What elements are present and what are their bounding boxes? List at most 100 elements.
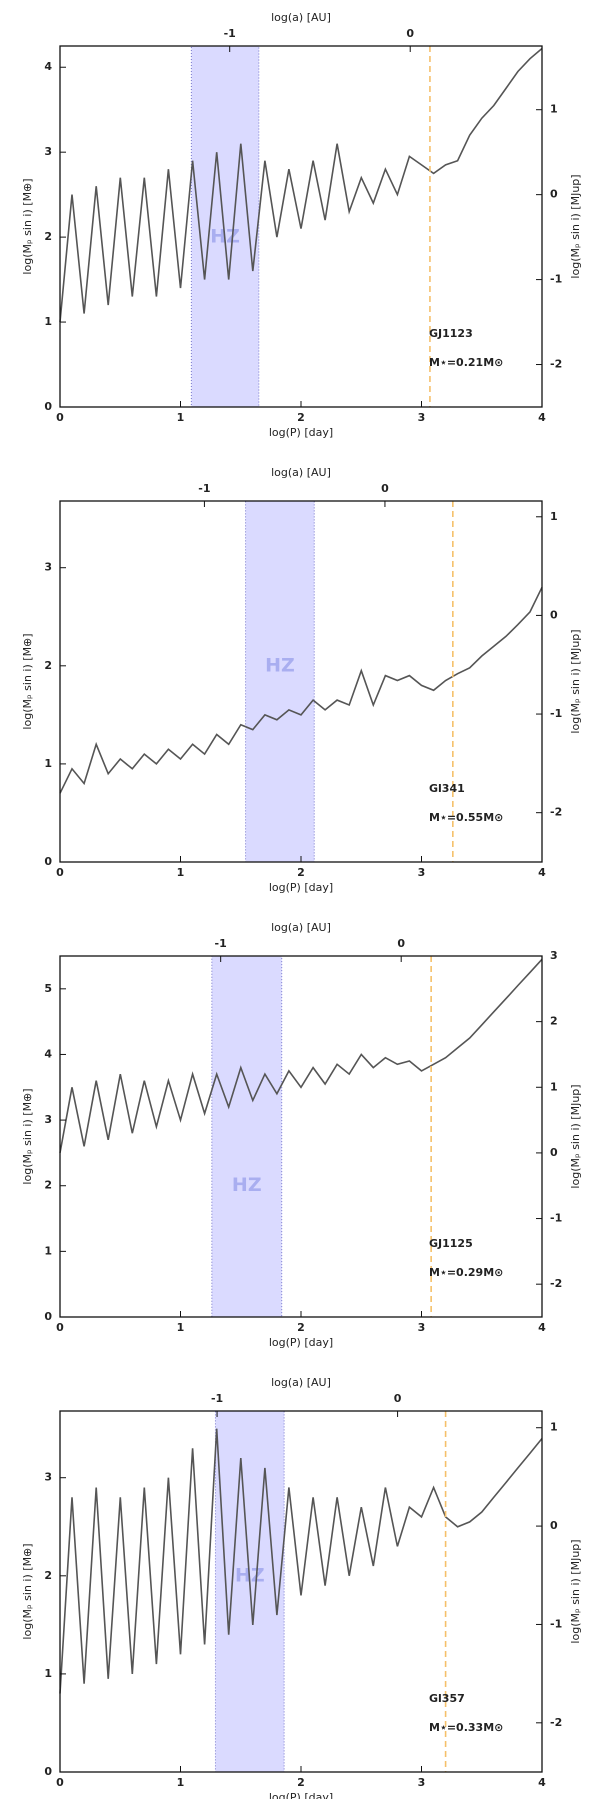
y2-tick-label: -2 bbox=[550, 358, 562, 371]
star-mass: M⋆=0.55M⊙ bbox=[429, 811, 503, 824]
x-tick-label: 0 bbox=[56, 411, 64, 424]
x2-axis-label: log(a) [AU] bbox=[271, 921, 331, 934]
star-name: GJ1125 bbox=[429, 1237, 473, 1250]
detection-limit bbox=[59, 958, 543, 1154]
star-name: Gl357 bbox=[429, 1692, 465, 1705]
hz-band bbox=[211, 955, 283, 1318]
x-axis-label: log(P) [day] bbox=[269, 426, 333, 439]
y-tick-label: 3 bbox=[44, 1113, 52, 1126]
y2-tick-label: -1 bbox=[550, 1617, 562, 1630]
y2-tick-label: 0 bbox=[550, 608, 558, 621]
x-tick-label: 4 bbox=[538, 866, 546, 879]
y-tick-label: 1 bbox=[44, 1244, 52, 1257]
y2-tick-label: 1 bbox=[550, 103, 558, 116]
x-tick-label: 3 bbox=[418, 411, 426, 424]
y-tick-label: 1 bbox=[44, 315, 52, 328]
y-axis-label: log(Mₚ sin i) [M⊕] bbox=[21, 178, 34, 274]
hz-label: HZ bbox=[265, 654, 295, 676]
y-tick-label: 4 bbox=[44, 1047, 52, 1060]
y2-axis-label: log(Mₚ sin i) [MJup] bbox=[569, 1084, 582, 1188]
x2-tick-label: 0 bbox=[397, 937, 405, 950]
x-axis-label: log(P) [day] bbox=[269, 881, 333, 894]
y-tick-label: 0 bbox=[44, 1310, 52, 1323]
detection-limit bbox=[59, 1428, 543, 1694]
hz-band bbox=[245, 500, 315, 863]
x-tick-label: 0 bbox=[56, 1321, 64, 1334]
y-tick-label: 2 bbox=[44, 1179, 52, 1192]
star-mass: M⋆=0.29M⊙ bbox=[429, 1266, 503, 1279]
star-name: Gl341 bbox=[429, 782, 465, 795]
y2-tick-label: 0 bbox=[550, 1519, 558, 1532]
y2-tick-label: 1 bbox=[550, 1080, 558, 1093]
x2-tick-label: 0 bbox=[406, 27, 414, 40]
y2-tick-label: -1 bbox=[550, 707, 562, 720]
x-tick-label: 4 bbox=[538, 411, 546, 424]
x2-axis-label: log(a) [AU] bbox=[271, 466, 331, 479]
x2-tick-label: -1 bbox=[198, 482, 210, 495]
x-tick-label: 1 bbox=[177, 411, 185, 424]
y2-tick-label: 1 bbox=[550, 510, 558, 523]
x2-tick-label: 0 bbox=[381, 482, 389, 495]
y2-tick-label: -1 bbox=[550, 273, 562, 286]
y-tick-label: 2 bbox=[44, 1569, 52, 1582]
y2-tick-label: -2 bbox=[550, 806, 562, 819]
star-name: GJ1123 bbox=[429, 327, 473, 340]
x-tick-label: 1 bbox=[177, 1776, 185, 1789]
x-tick-label: 4 bbox=[538, 1321, 546, 1334]
y2-axis-label: log(Mₚ sin i) [MJup] bbox=[569, 629, 582, 733]
hz-label: HZ bbox=[232, 1174, 262, 1196]
detection-limit bbox=[59, 47, 543, 323]
star-mass: M⋆=0.33M⊙ bbox=[429, 1721, 503, 1734]
plot-frame bbox=[59, 955, 543, 1318]
y2-tick-label: 3 bbox=[550, 949, 558, 962]
x-tick-label: 2 bbox=[297, 1776, 305, 1789]
y-axis-label: log(Mₚ sin i) [M⊕] bbox=[21, 633, 34, 729]
x2-tick-label: -1 bbox=[224, 27, 236, 40]
x2-tick-label: -1 bbox=[215, 937, 227, 950]
y-tick-label: 0 bbox=[44, 1765, 52, 1778]
y-axis-label: log(Mₚ sin i) [M⊕] bbox=[21, 1543, 34, 1639]
y-tick-label: 1 bbox=[44, 757, 52, 770]
y-tick-label: 2 bbox=[44, 659, 52, 672]
x-tick-label: 1 bbox=[177, 866, 185, 879]
x2-axis-label: log(a) [AU] bbox=[271, 11, 331, 24]
x-axis-label: log(P) [day] bbox=[269, 1791, 333, 1799]
x2-tick-label: -1 bbox=[211, 1392, 223, 1405]
y2-tick-label: -2 bbox=[550, 1716, 562, 1729]
y-tick-label: 3 bbox=[44, 561, 52, 574]
x-axis-label: log(P) [day] bbox=[269, 1336, 333, 1349]
y2-tick-label: 0 bbox=[550, 188, 558, 201]
x-tick-label: 3 bbox=[418, 1776, 426, 1789]
star-mass: M⋆=0.21M⊙ bbox=[429, 356, 503, 369]
y2-axis-label: log(Mₚ sin i) [MJup] bbox=[569, 1539, 582, 1643]
x-tick-label: 4 bbox=[538, 1776, 546, 1789]
x-tick-label: 0 bbox=[56, 1776, 64, 1789]
x-tick-label: 2 bbox=[297, 411, 305, 424]
y2-tick-label: 0 bbox=[550, 1146, 558, 1159]
y2-tick-label: 1 bbox=[550, 1421, 558, 1434]
y-tick-label: 0 bbox=[44, 400, 52, 413]
y2-axis-label: log(Mₚ sin i) [MJup] bbox=[569, 174, 582, 278]
y-tick-label: 2 bbox=[44, 230, 52, 243]
y-tick-label: 1 bbox=[44, 1667, 52, 1680]
x-tick-label: 2 bbox=[297, 866, 305, 879]
y-axis-label: log(Mₚ sin i) [M⊕] bbox=[21, 1088, 34, 1184]
x-tick-label: 3 bbox=[418, 1321, 426, 1334]
y2-tick-label: -1 bbox=[550, 1212, 562, 1225]
x-tick-label: 1 bbox=[177, 1321, 185, 1334]
y-tick-label: 3 bbox=[44, 145, 52, 158]
y-tick-label: 0 bbox=[44, 855, 52, 868]
y2-tick-label: -2 bbox=[550, 1277, 562, 1290]
x2-axis-label: log(a) [AU] bbox=[271, 1376, 331, 1389]
x2-tick-label: 0 bbox=[394, 1392, 402, 1405]
x-tick-label: 3 bbox=[418, 866, 426, 879]
x-tick-label: 2 bbox=[297, 1321, 305, 1334]
detection-limit bbox=[59, 586, 543, 794]
y2-tick-label: 2 bbox=[550, 1015, 558, 1028]
y-tick-label: 5 bbox=[44, 982, 52, 995]
hz-band bbox=[190, 45, 260, 408]
y-tick-label: 3 bbox=[44, 1471, 52, 1484]
y-tick-label: 4 bbox=[44, 60, 52, 73]
x-tick-label: 0 bbox=[56, 866, 64, 879]
